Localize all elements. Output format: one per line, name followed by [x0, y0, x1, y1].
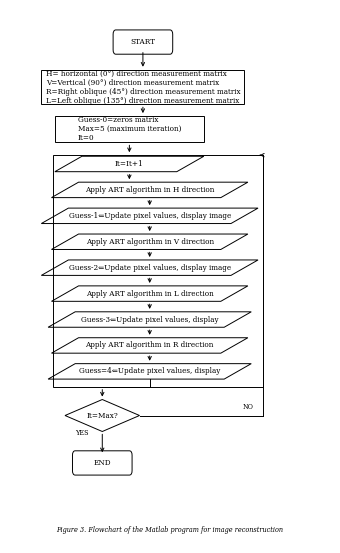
Text: Guess-2⇐Update pixel values, display image: Guess-2⇐Update pixel values, display ima…: [69, 264, 231, 272]
Polygon shape: [41, 260, 258, 275]
Polygon shape: [51, 338, 248, 353]
Text: Guess-3⇐Update pixel values, display: Guess-3⇐Update pixel values, display: [81, 316, 219, 324]
Text: It=It+1: It=It+1: [115, 160, 144, 168]
Text: START: START: [131, 38, 155, 46]
Text: NO: NO: [243, 403, 254, 411]
Text: H= horizontal (0°) direction measurement matrix
V=Vertical (90°) direction measu: H= horizontal (0°) direction measurement…: [46, 70, 240, 105]
Text: END: END: [94, 459, 111, 467]
Polygon shape: [65, 399, 139, 431]
Bar: [41, 70, 244, 105]
Polygon shape: [41, 208, 258, 223]
Text: Guess=4⇐Update pixel values, display: Guess=4⇐Update pixel values, display: [79, 367, 220, 375]
Text: Apply ART algorithm in H direction: Apply ART algorithm in H direction: [85, 186, 215, 194]
Polygon shape: [48, 312, 251, 327]
FancyBboxPatch shape: [113, 30, 173, 54]
FancyBboxPatch shape: [72, 451, 132, 475]
Polygon shape: [48, 364, 251, 379]
Bar: [53, 155, 263, 387]
Polygon shape: [55, 156, 204, 171]
Bar: [55, 116, 204, 143]
Text: Apply ART algorithm in L direction: Apply ART algorithm in L direction: [86, 290, 214, 298]
Polygon shape: [51, 286, 248, 301]
Polygon shape: [51, 234, 248, 249]
Text: Apply ART algorithm in V direction: Apply ART algorithm in V direction: [86, 238, 214, 246]
Polygon shape: [51, 182, 248, 197]
Text: Apply ART algorithm in R direction: Apply ART algorithm in R direction: [85, 341, 214, 349]
Text: Figure 3. Flowchart of the Matlab program for image reconstruction: Figure 3. Flowchart of the Matlab progra…: [56, 526, 284, 534]
Text: It=Max?: It=Max?: [86, 411, 118, 420]
Text: Guess-1⇐Update pixel values, display image: Guess-1⇐Update pixel values, display ima…: [69, 212, 231, 220]
Text: Guess-0=zeros matrix
Max=5 (maximum iteration)
It=0: Guess-0=zeros matrix Max=5 (maximum iter…: [78, 116, 181, 143]
Text: YES: YES: [75, 429, 89, 437]
